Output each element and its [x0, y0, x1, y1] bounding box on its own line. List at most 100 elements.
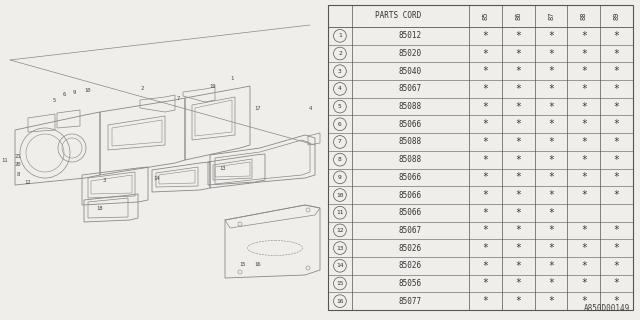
Text: 86: 86: [515, 12, 521, 20]
Text: *: *: [548, 261, 554, 271]
Text: *: *: [614, 137, 620, 147]
Text: *: *: [548, 208, 554, 218]
Text: 12: 12: [25, 180, 31, 186]
Text: *: *: [548, 101, 554, 112]
Text: 3: 3: [338, 69, 342, 74]
Text: *: *: [548, 155, 554, 165]
Text: *: *: [483, 31, 488, 41]
Text: 14: 14: [154, 175, 160, 180]
Text: *: *: [581, 49, 587, 59]
Text: *: *: [581, 155, 587, 165]
Text: *: *: [614, 243, 620, 253]
Text: 2: 2: [338, 51, 342, 56]
Text: 6: 6: [338, 122, 342, 127]
Text: 19: 19: [210, 84, 216, 90]
Text: 3: 3: [102, 178, 106, 182]
Text: 85088: 85088: [399, 102, 422, 111]
Text: *: *: [548, 225, 554, 236]
Text: 10: 10: [336, 193, 344, 197]
Bar: [328, 5, 633, 310]
Text: 85026: 85026: [399, 261, 422, 270]
Text: *: *: [614, 190, 620, 200]
Text: 85067: 85067: [399, 84, 422, 93]
Text: 11: 11: [336, 210, 344, 215]
Text: *: *: [581, 190, 587, 200]
Text: 11: 11: [2, 157, 8, 163]
Text: *: *: [483, 66, 488, 76]
Text: *: *: [614, 261, 620, 271]
Text: 15: 15: [240, 262, 246, 268]
Text: *: *: [515, 84, 521, 94]
Text: 9: 9: [72, 91, 76, 95]
Text: *: *: [515, 208, 521, 218]
Text: *: *: [483, 49, 488, 59]
Text: *: *: [548, 296, 554, 306]
Text: 85020: 85020: [399, 49, 422, 58]
Text: *: *: [614, 172, 620, 182]
Text: *: *: [581, 137, 587, 147]
Text: 18: 18: [97, 205, 103, 211]
Text: *: *: [515, 66, 521, 76]
Text: 17: 17: [255, 106, 261, 110]
Text: *: *: [515, 49, 521, 59]
Text: 8: 8: [17, 172, 20, 178]
Text: *: *: [614, 119, 620, 129]
Text: *: *: [515, 101, 521, 112]
Text: *: *: [581, 296, 587, 306]
Text: A850D00149: A850D00149: [584, 304, 630, 313]
Text: PARTS CORD: PARTS CORD: [376, 12, 422, 20]
Text: *: *: [614, 155, 620, 165]
Text: *: *: [483, 119, 488, 129]
Text: 85077: 85077: [399, 297, 422, 306]
Text: *: *: [515, 261, 521, 271]
Text: *: *: [548, 66, 554, 76]
Text: *: *: [548, 84, 554, 94]
Text: *: *: [483, 101, 488, 112]
Text: *: *: [581, 66, 587, 76]
Text: *: *: [614, 225, 620, 236]
Text: *: *: [581, 278, 587, 288]
Text: *: *: [581, 101, 587, 112]
Text: *: *: [483, 261, 488, 271]
Text: *: *: [515, 243, 521, 253]
Text: *: *: [548, 278, 554, 288]
Text: 13: 13: [336, 245, 344, 251]
Text: 12: 12: [336, 228, 344, 233]
Text: 85088: 85088: [399, 138, 422, 147]
Text: 85067: 85067: [399, 226, 422, 235]
Text: *: *: [614, 66, 620, 76]
Text: 2: 2: [140, 85, 143, 91]
Text: *: *: [614, 31, 620, 41]
Text: *: *: [515, 296, 521, 306]
Text: 5: 5: [52, 99, 56, 103]
Text: 9: 9: [338, 175, 342, 180]
Text: *: *: [548, 31, 554, 41]
Text: *: *: [515, 137, 521, 147]
Text: *: *: [581, 261, 587, 271]
Text: 85066: 85066: [399, 190, 422, 200]
Text: 85066: 85066: [399, 173, 422, 182]
Text: 14: 14: [336, 263, 344, 268]
Text: 21: 21: [15, 155, 21, 159]
Text: 85088: 85088: [399, 155, 422, 164]
Text: 16: 16: [255, 262, 261, 268]
Text: *: *: [515, 119, 521, 129]
Text: *: *: [483, 172, 488, 182]
Text: *: *: [483, 155, 488, 165]
Text: *: *: [483, 278, 488, 288]
Text: 10: 10: [84, 87, 92, 92]
Text: *: *: [581, 84, 587, 94]
Text: *: *: [483, 243, 488, 253]
Text: *: *: [483, 137, 488, 147]
Text: 4: 4: [338, 86, 342, 92]
Text: *: *: [483, 225, 488, 236]
Text: *: *: [614, 278, 620, 288]
Text: *: *: [548, 49, 554, 59]
Text: *: *: [515, 31, 521, 41]
Text: *: *: [614, 84, 620, 94]
Text: *: *: [548, 119, 554, 129]
Text: *: *: [515, 278, 521, 288]
Text: 5: 5: [338, 104, 342, 109]
Text: *: *: [614, 49, 620, 59]
Text: *: *: [581, 31, 587, 41]
